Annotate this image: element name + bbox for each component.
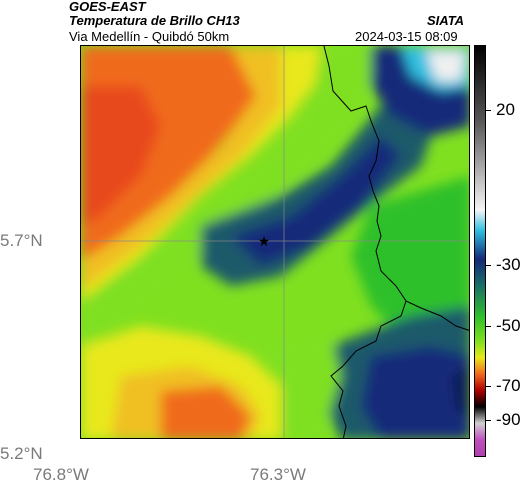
- lat-tick-5-7: 5.7°N: [0, 231, 43, 250]
- lon-tick-76-3: 76.3°W: [250, 465, 306, 484]
- org-name: SIATA: [427, 13, 465, 28]
- star-marker: ★: [258, 234, 271, 250]
- timestamp: 2024-03-15 08:09: [355, 29, 458, 44]
- colorbar: [474, 45, 486, 457]
- colorbar-tick-neg70: -70: [496, 376, 521, 395]
- map-svg: ★: [81, 46, 469, 438]
- brightness-temperature-map: ★: [80, 45, 470, 439]
- colorbar-tick-neg90: -90: [496, 410, 521, 429]
- satellite-name: GOES-EAST: [69, 0, 146, 14]
- border-line-east: [405, 300, 469, 331]
- colorbar-tick-neg30: -30: [496, 255, 521, 274]
- lon-tick-76-8: 76.8°W: [33, 465, 89, 484]
- route-label: Via Medellín - Quibdó 50km: [69, 29, 230, 44]
- colorbar-tick-neg50: -50: [496, 316, 521, 335]
- lat-tick-5-2: 5.2°N: [0, 444, 43, 463]
- product-title: Temperatura de Brillo CH13: [69, 13, 240, 28]
- colorbar-tick-20: 20: [496, 100, 515, 119]
- border-line: [323, 46, 407, 438]
